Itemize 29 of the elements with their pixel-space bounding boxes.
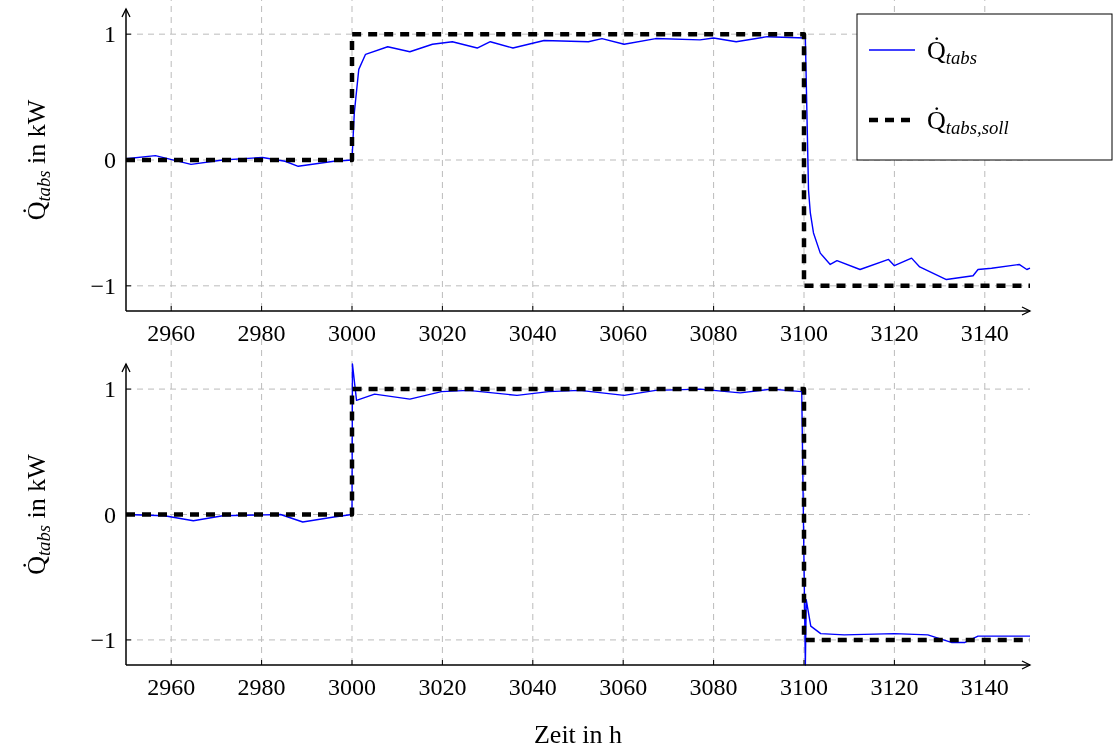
- x-tick-label: 3060: [599, 674, 648, 700]
- legend-label: Q̇$_{tabs}$: [927, 36, 977, 68]
- x-tick-label: 3040: [508, 674, 557, 700]
- x-tick-label: 3100: [780, 320, 828, 346]
- x-tick-label: 2980: [237, 674, 286, 700]
- y-tick-label: 1: [104, 21, 116, 48]
- y-tick-label: 0: [104, 501, 116, 528]
- x-tick-label: 3020: [418, 320, 467, 346]
- x-tick-label: 3140: [960, 674, 1009, 700]
- x-tick-label: 3080: [689, 320, 738, 346]
- y-tick-label: −1: [90, 272, 116, 299]
- x-tick-label: 2980: [237, 320, 286, 346]
- x-tick-label: 3040: [508, 320, 557, 346]
- x-tick-label: 3000: [328, 674, 376, 700]
- y-tick-label: −1: [90, 626, 116, 653]
- x-tick-label: 3080: [689, 674, 738, 700]
- x-tick-label: 3120: [870, 674, 919, 700]
- y-tick-label: 1: [104, 376, 116, 403]
- x-tick-label: 3100: [780, 674, 828, 700]
- x-tick-label: 3060: [599, 320, 648, 346]
- x-tick-label: 3020: [418, 674, 467, 700]
- x-tick-label: 3140: [960, 320, 1009, 346]
- x-tick-label: 2960: [147, 674, 196, 700]
- x-tick-label: 3120: [870, 320, 919, 346]
- y-tick-label: 0: [104, 147, 116, 173]
- legend-label: Q̇$_{tabs,soll}$: [927, 106, 1009, 138]
- x-axis-title: Zeit in h: [533, 720, 623, 749]
- x-tick-label: 3000: [328, 320, 376, 346]
- x-tick-label: 2960: [147, 320, 196, 346]
